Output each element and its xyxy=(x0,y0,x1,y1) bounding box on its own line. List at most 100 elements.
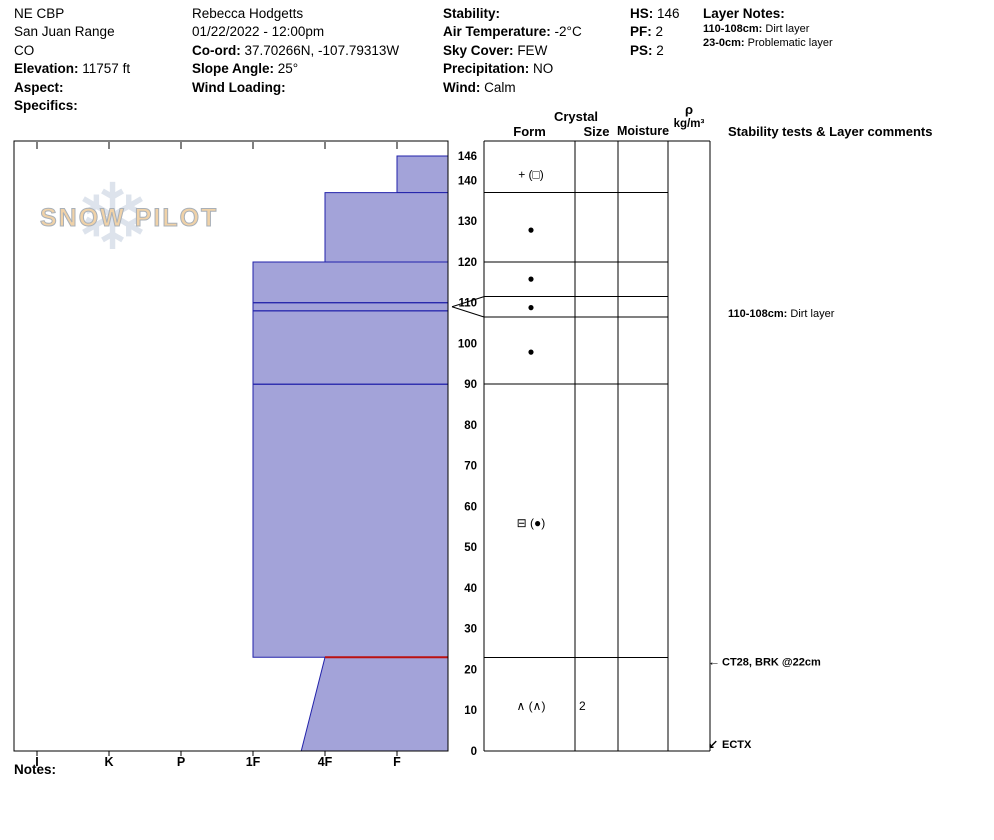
elevation-value: 11757 ft xyxy=(82,61,131,77)
layer-note-text: Dirt layer xyxy=(765,23,810,36)
col-header-form: Form xyxy=(513,124,546,139)
depth-label: 10 xyxy=(464,705,477,717)
depth-label: 80 xyxy=(464,420,477,432)
grain-form: ● xyxy=(527,300,534,314)
depth-label: 90 xyxy=(464,379,477,391)
layer-note-label: 110-108cm: xyxy=(703,23,763,36)
wind-loading-label: Wind Loading: xyxy=(192,79,286,95)
stability-label: Stability: xyxy=(443,6,501,21)
grain-form: ∧ (∧) xyxy=(517,699,546,713)
header-pit-summary: HS: 146 PF: 2 PS: 2 xyxy=(630,5,680,60)
snow-layer xyxy=(252,383,449,658)
grain-form: ● xyxy=(527,345,534,359)
col-header-size: Size xyxy=(583,124,610,139)
pf-row: PF: 2 xyxy=(630,23,680,41)
range-name: San Juan Range xyxy=(14,24,115,40)
depth-label: 120 xyxy=(458,257,477,269)
aspect-row: Aspect: xyxy=(14,79,130,97)
grain-form: ● xyxy=(527,271,534,285)
grain-form: ● xyxy=(527,222,534,236)
depth-label: 30 xyxy=(464,624,477,636)
header-weather: Stability: Air Temperature: -2°C Sky Cov… xyxy=(443,5,582,97)
hardness-label: 4F xyxy=(318,755,333,769)
precip-row: Precipitation: NO xyxy=(443,60,582,78)
depth-label: 0 xyxy=(471,746,477,758)
pit-datetime: 01/22/2022 - 12:00pm xyxy=(192,24,325,40)
col-header-density-units: kg/m³ xyxy=(673,118,705,130)
wind-value: Calm xyxy=(484,79,516,95)
layer-comment: 110-108cm: Dirt layer xyxy=(728,308,835,320)
grain-form: ⊟ (●) xyxy=(517,516,546,530)
depth-label: 50 xyxy=(464,542,477,554)
ps-value: 2 xyxy=(656,42,664,58)
grain-size: 2 xyxy=(579,699,586,713)
snow-layer xyxy=(324,192,449,263)
stability-row: Stability: xyxy=(443,5,582,23)
expanded-layer-connector xyxy=(451,296,485,308)
specifics-row: Specifics: xyxy=(14,97,130,115)
air-temp-label: Air Temperature: xyxy=(443,24,551,40)
col-header-crystal: Crystal xyxy=(553,109,599,124)
depth-label: 40 xyxy=(464,583,477,595)
state: CO xyxy=(14,42,35,58)
air-temp-row: Air Temperature: -2°C xyxy=(443,23,582,41)
layer-comment: ECTX xyxy=(722,739,752,751)
sky-cover-row: Sky Cover: FEW xyxy=(443,42,582,60)
pf-label: PF: xyxy=(630,24,652,40)
depth-label: 70 xyxy=(464,461,477,473)
hardness-label: I xyxy=(35,755,38,769)
layer-note-label: 23-0cm: xyxy=(703,36,745,49)
depth-label-total: 146 xyxy=(458,151,477,163)
snow-layer xyxy=(252,302,449,312)
coord-label: Co-ord: xyxy=(192,42,241,58)
slope-row: Slope Angle: 25° xyxy=(192,60,399,78)
wind-loading-row: Wind Loading: xyxy=(192,79,399,97)
comment-arrow: ↙ xyxy=(708,737,718,751)
specifics-label: Specifics: xyxy=(14,98,78,114)
hardness-label: F xyxy=(393,755,401,769)
layer-notes-title-label: Layer Notes: xyxy=(703,6,785,21)
hardness-label: K xyxy=(104,755,113,769)
depth-label: 140 xyxy=(458,175,477,187)
air-temp-value: -2°C xyxy=(554,24,582,40)
grain-form: + (□) xyxy=(518,167,544,181)
col-header-density: ρ xyxy=(684,102,694,117)
snow-layer xyxy=(252,310,449,385)
observer-name: Rebecca Hodgetts xyxy=(192,6,304,21)
header-observer: Rebecca Hodgetts 01/22/2022 - 12:00pm Co… xyxy=(192,5,399,97)
comment-arrow: ← xyxy=(708,654,720,668)
layer-note: 110-108cm: Dirt layer xyxy=(703,23,833,36)
pf-value: 2 xyxy=(655,24,664,40)
expanded-layer-connector xyxy=(451,306,485,318)
header-layer-notes: Layer Notes: 110-108cm: Dirt layer 23-0c… xyxy=(703,5,833,50)
ps-row: PS: 2 xyxy=(630,42,680,60)
precipitation-label: Precipitation: xyxy=(443,61,530,77)
depth-label: 60 xyxy=(464,501,477,513)
hs-row: HS: 146 xyxy=(630,5,680,23)
hardness-label: 1F xyxy=(246,755,261,769)
chart-frame xyxy=(13,140,449,752)
snow-layer xyxy=(396,155,449,194)
layer-note: 23-0cm: Problematic layer xyxy=(703,37,833,50)
snow-layer xyxy=(252,261,449,304)
slope-angle-value: 25° xyxy=(277,61,299,77)
hs-value: 146 xyxy=(657,6,680,21)
wind-label: Wind: xyxy=(443,79,481,95)
layer-comment: CT28, BRK @22cm xyxy=(722,656,821,668)
elevation-row: Elevation: 11757 ft xyxy=(14,60,130,78)
hs-label: HS: xyxy=(630,6,654,21)
elevation-label: Elevation: xyxy=(14,61,79,77)
sky-cover-label: Sky Cover: xyxy=(443,42,514,58)
coord-value: 37.70266N, -107.79313W xyxy=(244,42,400,58)
depth-label: 100 xyxy=(458,338,477,350)
snow-layer xyxy=(300,656,449,752)
layer-notes-title: Layer Notes: xyxy=(703,5,833,23)
col-header-comments: Stability tests & Layer comments xyxy=(728,124,933,139)
depth-label: 20 xyxy=(464,664,477,676)
col-header-moisture: Moisture xyxy=(616,124,670,138)
notes-label: Notes: xyxy=(14,762,57,777)
slope-angle-label: Slope Angle: xyxy=(192,61,275,77)
coord-row: Co-ord: 37.70266N, -107.79313W xyxy=(192,42,399,60)
